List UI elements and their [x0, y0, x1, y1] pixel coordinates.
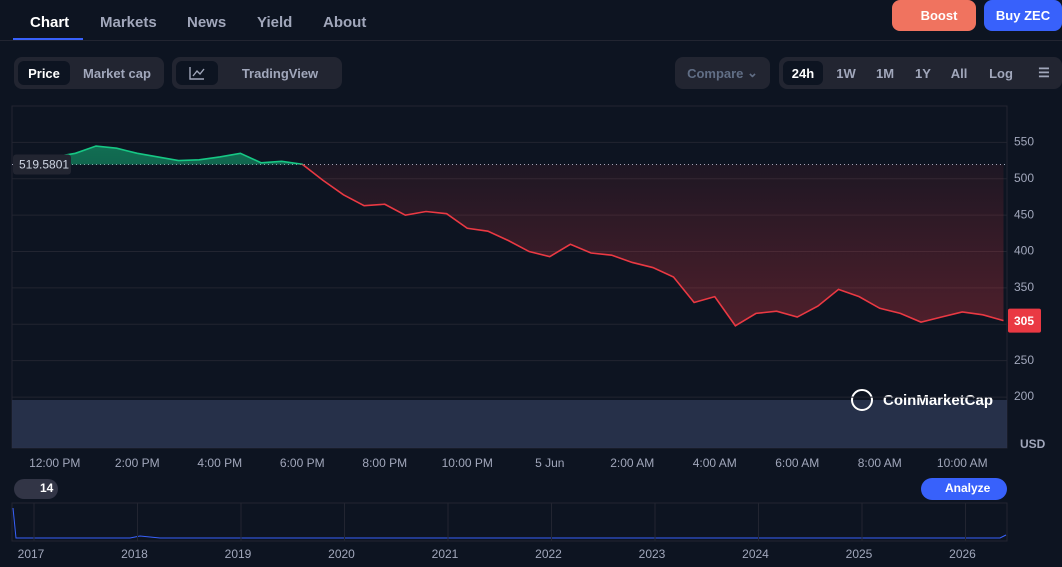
tab[interactable]: Yield — [257, 14, 293, 31]
tab[interactable]: About — [323, 14, 367, 31]
tab[interactable]: News — [187, 14, 227, 31]
watermark-logo — [851, 389, 873, 411]
label: TradingView — [241, 65, 319, 81]
price-toggle[interactable]: Price — [18, 61, 70, 85]
analyze-label: Analyze — [945, 481, 991, 495]
timeline-year: 2020 — [328, 547, 355, 561]
range-group — [779, 57, 1062, 89]
label: Buy ZEC — [995, 8, 1051, 23]
last-price-label: 305 — [1014, 314, 1034, 328]
range[interactable]: 1M — [875, 65, 895, 81]
x-tick-label: 12:00 PM — [29, 456, 80, 470]
y-tick-label: 250 — [1014, 353, 1034, 367]
baseline-box — [13, 154, 71, 175]
events-count: 14 — [40, 481, 54, 495]
y-unit: USD — [1020, 437, 1046, 451]
x-tick-label: 2:00 AM — [610, 456, 654, 470]
y-tick-label: 200 — [1014, 389, 1034, 403]
price-area — [302, 164, 1004, 326]
watermark: CoinMarketCap — [883, 392, 993, 409]
x-tick-label: 6:00 AM — [775, 456, 819, 470]
x-tick-label: 4:00 PM — [197, 456, 242, 470]
y-tick-label: 450 — [1014, 207, 1034, 221]
timeline-year: 2026 — [949, 547, 976, 561]
label: Boost — [920, 8, 958, 23]
x-tick-label: 2:00 PM — [115, 456, 160, 470]
volume-band — [12, 400, 1007, 448]
compare-button[interactable] — [675, 57, 770, 89]
x-tick-label: 5 Jun — [535, 456, 564, 470]
navigator-line — [12, 507, 1007, 539]
timeline-year: 2021 — [432, 547, 459, 561]
tab[interactable]: Markets — [100, 14, 157, 31]
y-tick-label: 400 — [1014, 244, 1034, 258]
timeline-year: 2023 — [639, 547, 666, 561]
label: Compare — [687, 65, 744, 81]
x-tick-label: 10:00 AM — [937, 456, 988, 470]
range[interactable]: 1W — [836, 65, 856, 81]
events-badge[interactable] — [14, 479, 58, 499]
x-tick-label: 8:00 PM — [362, 456, 407, 470]
timeline-year: 2025 — [846, 547, 873, 561]
buy-button[interactable]: Buy ZEC — [984, 0, 1062, 31]
tab-underline — [13, 38, 83, 40]
price-line — [298, 164, 1004, 327]
boost-button[interactable]: Boost — [892, 0, 976, 31]
analyze-button[interactable] — [921, 478, 1007, 500]
x-tick-label: 10:00 PM — [442, 456, 493, 470]
range[interactable]: 24h — [783, 61, 823, 85]
tradingview-tool[interactable]: TradingView — [230, 61, 330, 85]
divider — [0, 40, 1062, 41]
marketcap-toggle[interactable]: Market cap — [83, 65, 151, 81]
range[interactable]: All — [950, 65, 968, 81]
price-line — [13, 145, 304, 165]
y-tick-label: 500 — [1014, 171, 1034, 185]
y-tick-label: 550 — [1014, 135, 1034, 149]
x-tick-label: 6:00 PM — [280, 456, 325, 470]
timeline-year: 2017 — [18, 547, 45, 561]
log-toggle[interactable]: Log — [989, 65, 1013, 81]
timeline-year: 2022 — [535, 547, 562, 561]
timeline-year: 2018 — [121, 547, 148, 561]
compare-label: Compare ⌄ — [687, 65, 758, 81]
navigator — [11, 502, 1008, 542]
x-tick-label: 8:00 AM — [858, 456, 902, 470]
x-tick-label: 4:00 AM — [693, 456, 737, 470]
settings[interactable]: ☰ — [1038, 65, 1050, 80]
line-icon — [189, 67, 205, 80]
y-tick-label: 350 — [1014, 280, 1034, 294]
baseline-label: 519.5801 — [19, 158, 69, 172]
tab[interactable]: Chart — [30, 14, 70, 31]
timeline-year: 2024 — [742, 547, 769, 561]
line-tool[interactable] — [176, 61, 218, 85]
timeline-year: 2019 — [225, 547, 252, 561]
last-price-box — [1008, 308, 1041, 333]
range[interactable]: 1Y — [915, 65, 931, 81]
